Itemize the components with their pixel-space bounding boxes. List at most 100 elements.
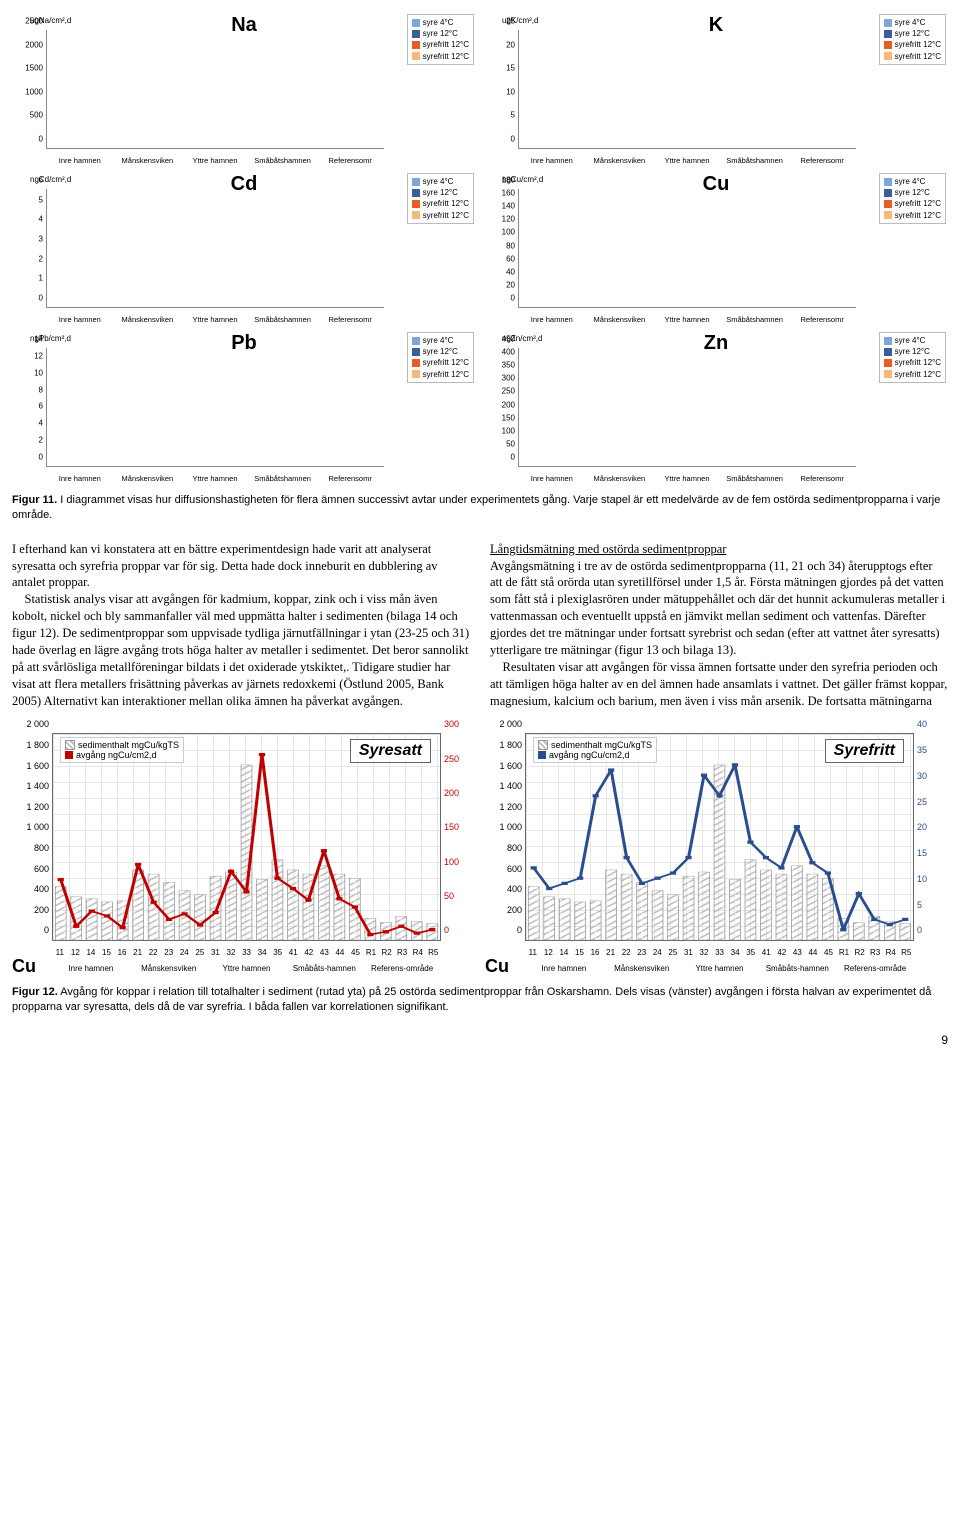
legend-swatch <box>884 200 892 208</box>
ytick-left: 200 <box>488 905 522 915</box>
ytick: 2000 <box>17 40 43 49</box>
line-marker <box>212 911 218 914</box>
x-id: 24 <box>177 948 193 957</box>
ytick: 250 <box>489 387 515 396</box>
body-text: I efterhand kan vi konstatera att en bät… <box>12 541 948 710</box>
x-label: Inre hamnen <box>46 156 114 165</box>
body-p1: I efterhand kan vi konstatera att en bät… <box>12 541 470 592</box>
sediment-bar <box>807 875 818 941</box>
x-label: Yttre hamnen <box>181 156 249 165</box>
x-label: Månskensviken <box>586 315 654 324</box>
legend-swatch <box>412 19 420 27</box>
x-id: R3 <box>867 948 883 957</box>
ytick: 25 <box>489 17 515 26</box>
ytick: 20 <box>489 280 515 289</box>
x-group: Månskensviken <box>130 964 208 973</box>
ytick-right: 300 <box>444 719 472 729</box>
ytick: 350 <box>489 361 515 370</box>
x-label: Inre hamnen <box>46 315 114 324</box>
legend-label: syre 12°C <box>895 28 930 39</box>
figure-12-text: Avgång för koppar i relation till totalh… <box>12 986 931 1013</box>
ytick: 60 <box>489 254 515 263</box>
legend-swatch <box>65 751 73 759</box>
x-id: 41 <box>285 948 301 957</box>
sediment-bar <box>164 883 175 941</box>
legend-label: syrefritt 12°C <box>423 369 469 380</box>
line-marker <box>856 892 862 895</box>
x-label: Månskensviken <box>586 474 654 483</box>
ytick: 5 <box>489 111 515 120</box>
sediment-bar <box>791 866 802 940</box>
ytick-left: 1 800 <box>488 740 522 750</box>
legend-swatch <box>884 189 892 197</box>
legend-swatch <box>412 52 420 60</box>
x-label: Småbåtshamnen <box>249 156 317 165</box>
legend-label: avgång ngCu/cm2,d <box>549 750 630 760</box>
line-marker <box>336 898 342 901</box>
sediment-bar <box>730 880 741 941</box>
figure-12-label: Figur 12. <box>12 986 58 998</box>
legend-swatch <box>538 740 548 750</box>
x-id: 42 <box>774 948 790 957</box>
ytick-left: 1 200 <box>15 802 49 812</box>
sediment-bar <box>210 877 221 941</box>
plot-area: 05001000150020002500 <box>46 30 384 149</box>
ytick-right: 30 <box>917 771 945 781</box>
x-label: Månskensviken <box>114 156 182 165</box>
x-id: 32 <box>696 948 712 957</box>
x-id: 14 <box>83 948 99 957</box>
line-marker <box>367 933 373 936</box>
x-label: Månskensviken <box>114 474 182 483</box>
x-group: Referens-område <box>836 964 914 973</box>
legend-label: syre 12°C <box>423 346 458 357</box>
legend-label: syrefritt 12°C <box>895 51 941 62</box>
line-marker <box>825 872 831 875</box>
ytick-left: 2 000 <box>15 719 49 729</box>
ytick: 500 <box>17 111 43 120</box>
ytick: 80 <box>489 241 515 250</box>
sediment-bar <box>575 902 586 940</box>
figure-11-text: I diagrammet visas hur diffusionshastigh… <box>12 494 940 521</box>
plot-area: 0510152025 <box>518 30 856 149</box>
ytick-right: 200 <box>444 788 472 798</box>
sediment-bar <box>652 891 663 940</box>
ytick: 6 <box>17 176 43 185</box>
ytick-right: 25 <box>917 797 945 807</box>
bar-chart-grid: NaugNa/cm²,dsyre 4°Csyre 12°Csyrefritt 1… <box>12 12 948 485</box>
ytick-left: 800 <box>488 843 522 853</box>
ytick: 140 <box>489 202 515 211</box>
line-marker <box>290 887 296 890</box>
ytick-left: 1 400 <box>15 781 49 791</box>
legend-swatch <box>884 211 892 219</box>
line-x-groups: Inre hamnenMånskensvikenYttre hamnenSmåb… <box>525 964 914 973</box>
legend-label: avgång ngCu/cm2,d <box>76 750 157 760</box>
x-group: Inre hamnen <box>525 964 603 973</box>
sediment-bar <box>559 899 570 940</box>
legend-swatch <box>412 337 420 345</box>
legend-swatch <box>884 178 892 186</box>
x-label: Småbåtshamnen <box>721 156 789 165</box>
x-id: 43 <box>317 948 333 957</box>
legend-label: sedimenthalt mgCu/kgTS <box>78 740 179 750</box>
legend-swatch <box>884 52 892 60</box>
legend-swatch <box>884 370 892 378</box>
line-marker <box>716 795 722 798</box>
ytick-left: 0 <box>488 925 522 935</box>
ytick-right: 50 <box>444 891 472 901</box>
body-p4: Resultaten visar att avgången för vissa … <box>490 659 948 710</box>
legend-label: syre 4°C <box>423 17 454 28</box>
line-marker <box>104 915 110 918</box>
page-number: 9 <box>12 1033 948 1047</box>
ytick-right: 250 <box>444 754 472 764</box>
ytick-left: 200 <box>15 905 49 915</box>
x-label: Småbåtshamnen <box>721 474 789 483</box>
x-id: 44 <box>332 948 348 957</box>
legend-swatch <box>884 359 892 367</box>
x-id: R2 <box>852 948 868 957</box>
line-marker <box>383 931 389 934</box>
line-marker <box>670 872 676 875</box>
x-id: 23 <box>634 948 650 957</box>
bar-chart-Cd: CdngCd/cm²,dsyre 4°Csyre 12°Csyrefritt 1… <box>12 171 476 326</box>
ytick-left: 0 <box>15 925 49 935</box>
ytick: 5 <box>17 195 43 204</box>
